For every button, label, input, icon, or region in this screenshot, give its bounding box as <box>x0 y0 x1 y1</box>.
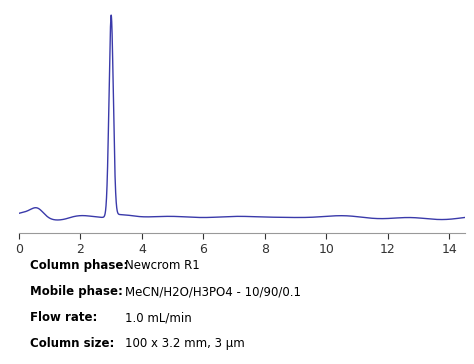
Text: Flow rate:: Flow rate: <box>29 311 97 324</box>
Text: Column size:: Column size: <box>29 337 114 350</box>
Text: Newcrom R1: Newcrom R1 <box>125 259 200 272</box>
Text: MeCN/H2O/H3PO4 - 10/90/0.1: MeCN/H2O/H3PO4 - 10/90/0.1 <box>125 285 301 298</box>
Text: Column phase:: Column phase: <box>29 259 128 272</box>
Text: 1.0 mL/min: 1.0 mL/min <box>125 311 192 324</box>
Text: 100 x 3.2 mm, 3 μm: 100 x 3.2 mm, 3 μm <box>125 337 245 350</box>
Text: Mobile phase:: Mobile phase: <box>29 285 122 298</box>
